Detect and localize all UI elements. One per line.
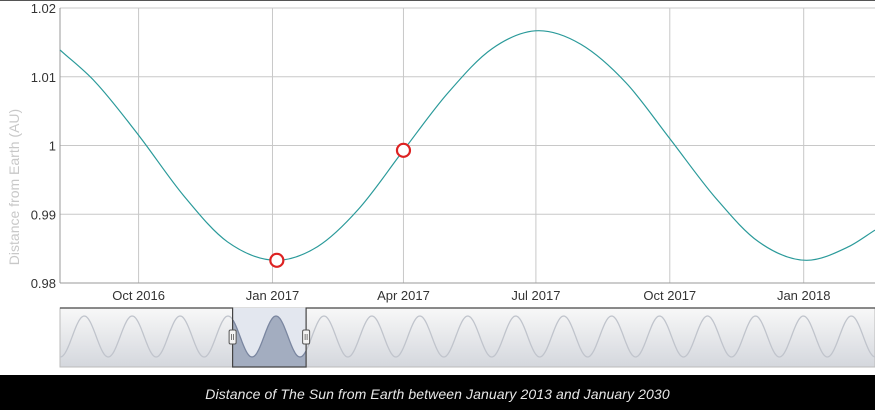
y-tick-label: 1.01: [31, 70, 56, 85]
navigator-right-handle[interactable]: [302, 329, 311, 345]
x-tick-label: Oct 2017: [643, 288, 696, 303]
navigator-background: [59, 307, 875, 368]
chart-caption: Distance of The Sun from Earth between J…: [0, 375, 875, 410]
navigator-selection-area: [232, 316, 307, 367]
series-group: [59, 30, 875, 261]
data-point-marker[interactable]: [269, 252, 285, 268]
y-tick-label: 0.99: [31, 207, 56, 222]
y-tick-label: 0.98: [31, 276, 56, 291]
range-navigator[interactable]: [59, 307, 875, 368]
navigator-overview-line: [59, 315, 875, 358]
x-tick-label: Jan 2018: [777, 288, 831, 303]
x-axis-ticks: Oct 2016 Jan 2017 Apr 2017 Jul 2017 Oct 2017…: [112, 288, 830, 303]
distance-series-line: [59, 30, 875, 261]
markers-group[interactable]: [269, 142, 412, 268]
navigator-selection-line: [232, 315, 307, 358]
handle-body[interactable]: [302, 329, 311, 345]
x-tick-label: Jan 2017: [246, 288, 300, 303]
x-tick-label: Oct 2016: [112, 288, 165, 303]
x-tick-label: Jul 2017: [511, 288, 560, 303]
handle-body[interactable]: [228, 329, 237, 345]
y-axis-ticks: 0.98 0.99 1 1.01 1.02: [31, 1, 56, 291]
navigator-outline: [60, 307, 875, 368]
y-tick-label: 1: [49, 139, 56, 154]
y-tick-label: 1.02: [31, 1, 56, 16]
grid: [59, 7, 875, 284]
data-point-marker[interactable]: [395, 142, 412, 158]
y-axis-label: Distance from Earth (AU): [6, 109, 22, 265]
top-border: [0, 0, 875, 1]
x-tick-label: Apr 2017: [377, 288, 430, 303]
navigator-left-handle[interactable]: [228, 329, 237, 345]
distance-chart: Distance from Earth (AU) 0.98 0.99 1 1.01 1.…: [6, 1, 875, 368]
